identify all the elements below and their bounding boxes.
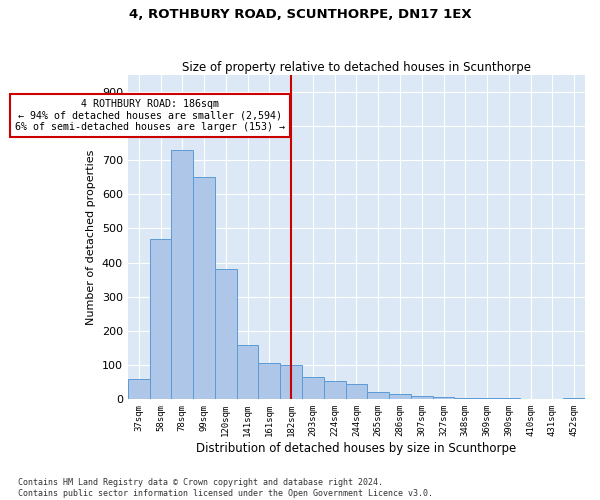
X-axis label: Distribution of detached houses by size in Scunthorpe: Distribution of detached houses by size …	[196, 442, 517, 455]
Bar	[520, 398, 541, 400]
Title: Size of property relative to detached houses in Scunthorpe: Size of property relative to detached ho…	[182, 60, 531, 74]
Text: 4 ROTHBURY ROAD: 186sqm
← 94% of detached houses are smaller (2,594)
6% of semi-: 4 ROTHBURY ROAD: 186sqm ← 94% of detache…	[14, 98, 284, 132]
Bar	[237, 344, 259, 400]
Bar	[280, 365, 302, 400]
Bar	[259, 364, 280, 400]
Bar	[128, 379, 149, 400]
Bar	[346, 384, 367, 400]
Y-axis label: Number of detached properties: Number of detached properties	[86, 150, 97, 324]
Bar	[389, 394, 411, 400]
Bar	[302, 377, 324, 400]
Bar	[411, 396, 433, 400]
Bar	[367, 392, 389, 400]
Bar	[476, 398, 498, 400]
Bar	[433, 396, 454, 400]
Text: Contains HM Land Registry data © Crown copyright and database right 2024.
Contai: Contains HM Land Registry data © Crown c…	[18, 478, 433, 498]
Text: 4, ROTHBURY ROAD, SCUNTHORPE, DN17 1EX: 4, ROTHBURY ROAD, SCUNTHORPE, DN17 1EX	[128, 8, 472, 20]
Bar	[193, 177, 215, 400]
Bar	[498, 398, 520, 400]
Bar	[215, 270, 237, 400]
Bar	[454, 398, 476, 400]
Bar	[563, 398, 585, 400]
Bar	[172, 150, 193, 400]
Bar	[324, 380, 346, 400]
Bar	[149, 238, 172, 400]
